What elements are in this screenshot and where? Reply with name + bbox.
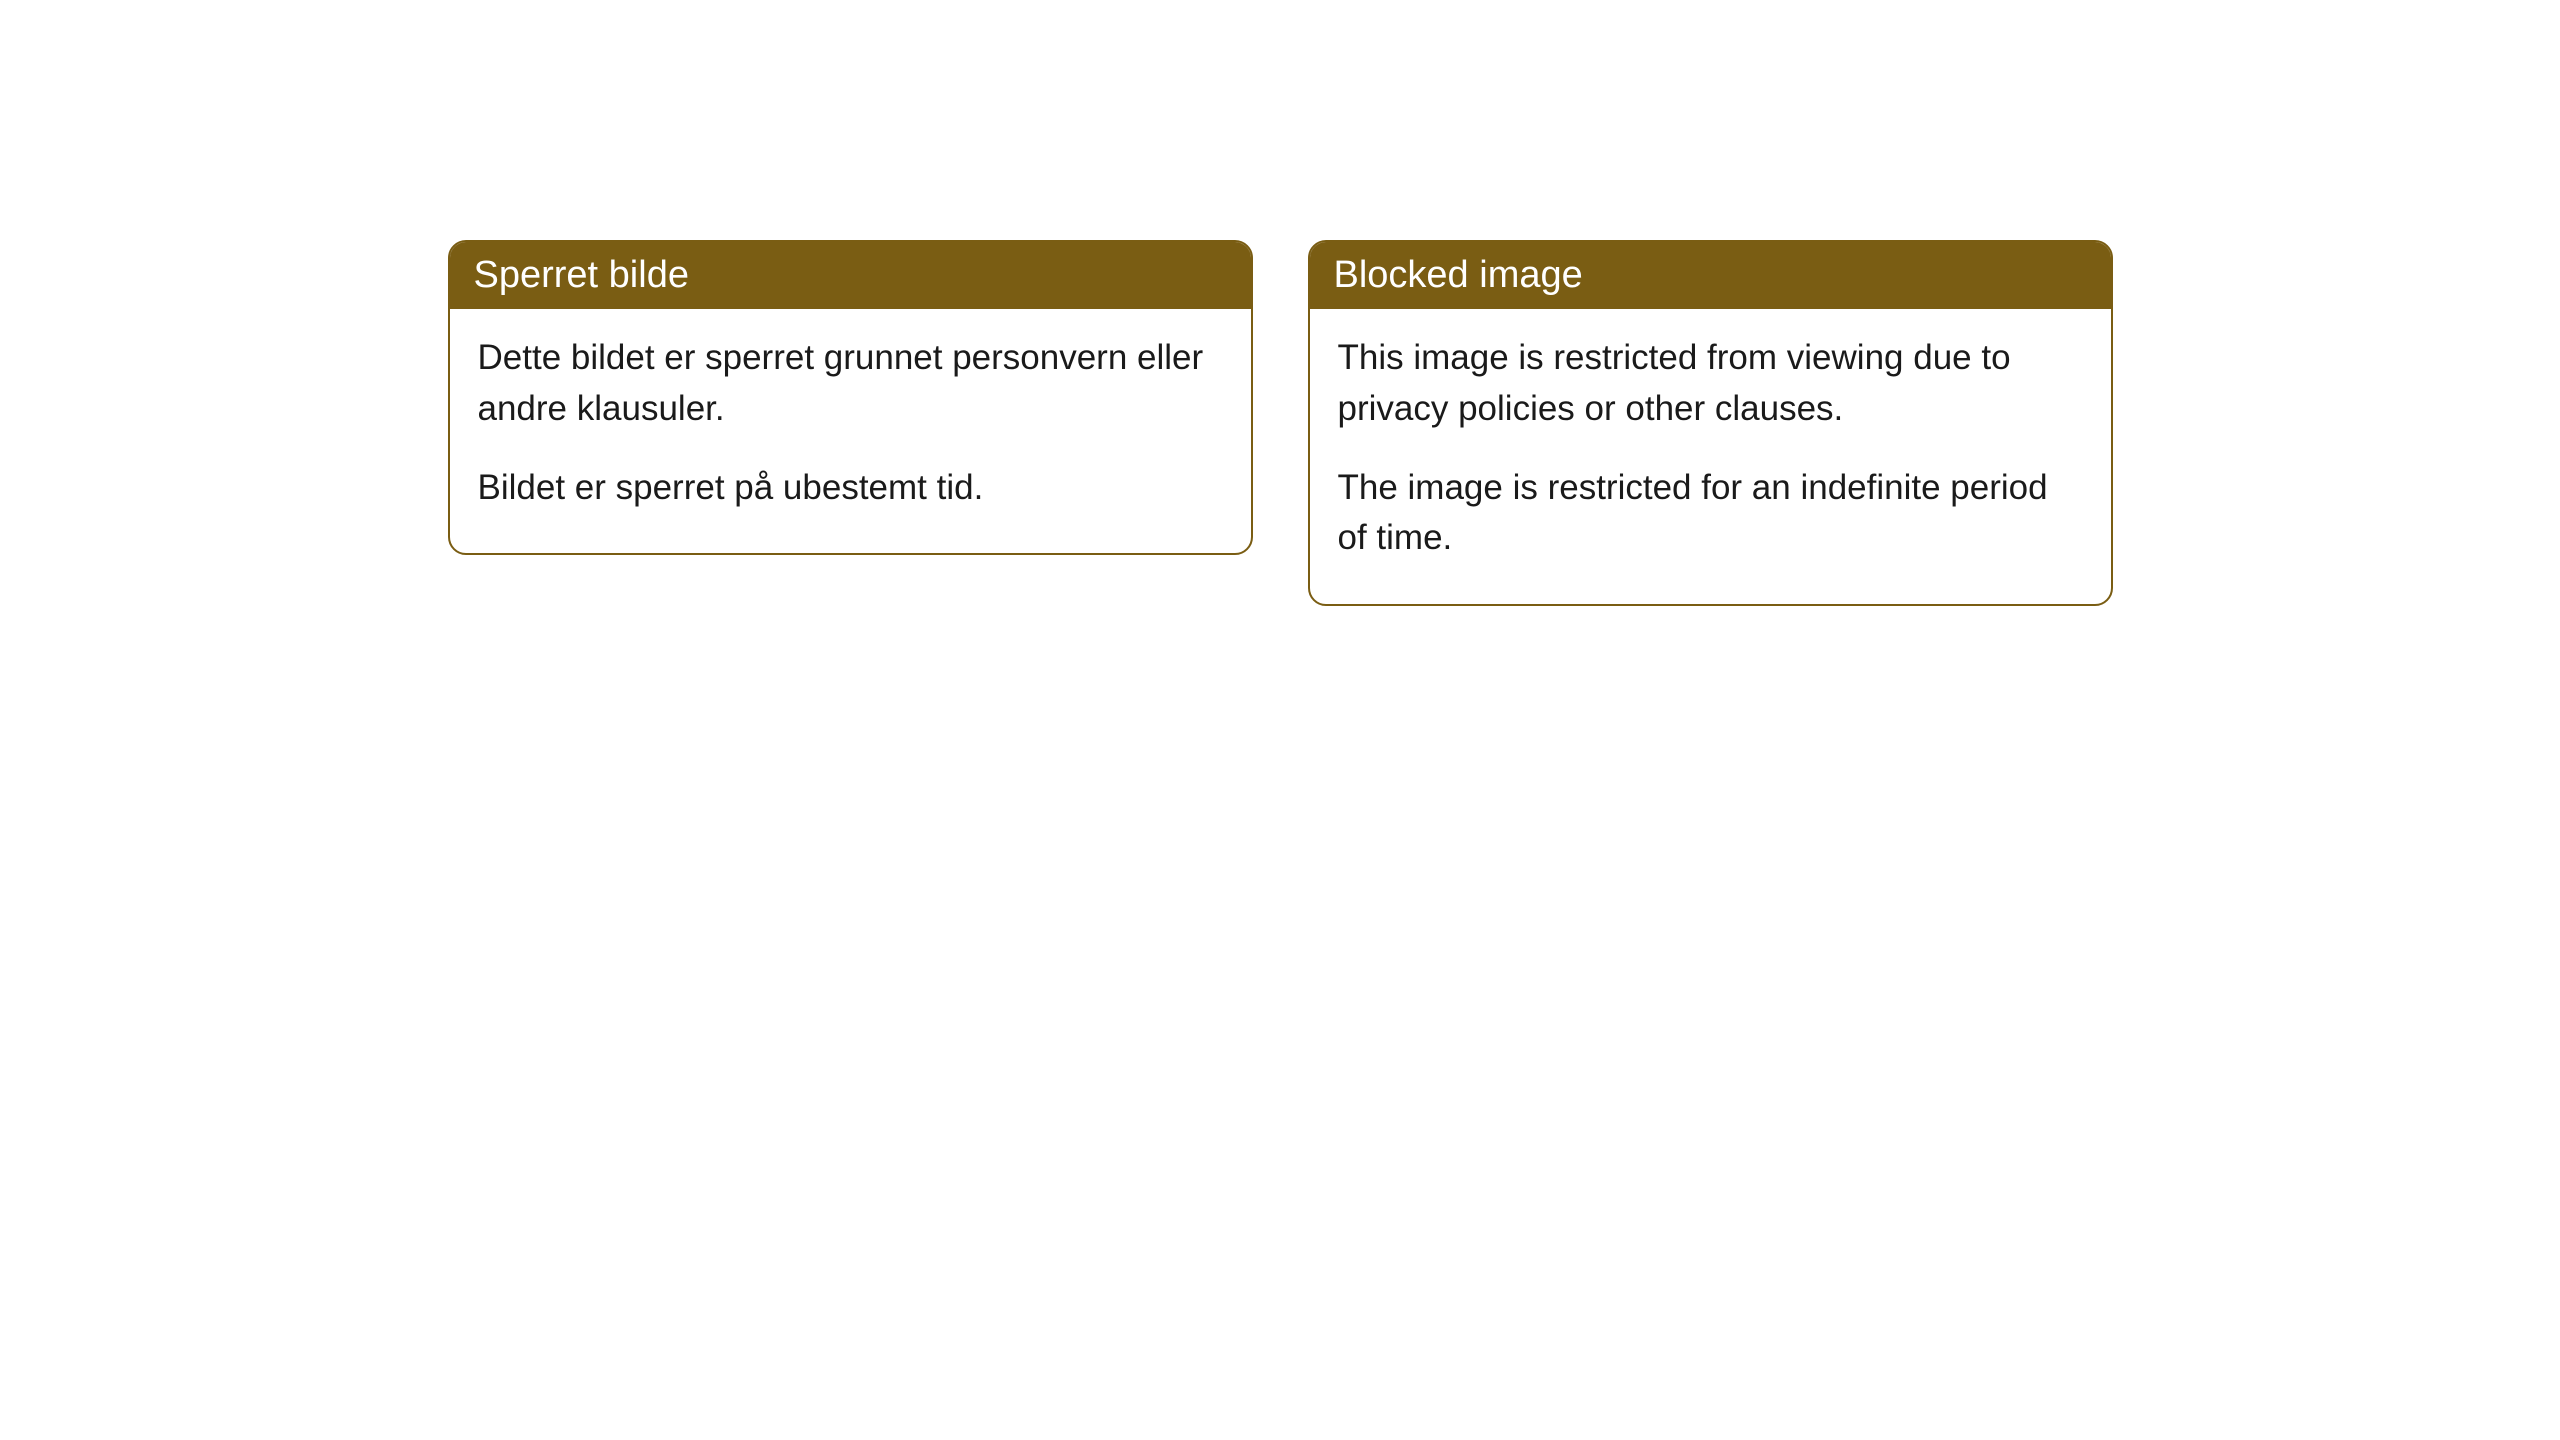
notice-card-english: Blocked image This image is restricted f…	[1308, 240, 2113, 606]
card-body-english: This image is restricted from viewing du…	[1310, 309, 2111, 604]
card-body-norwegian: Dette bildet er sperret grunnet personve…	[450, 309, 1251, 553]
card-paragraph: Dette bildet er sperret grunnet personve…	[478, 333, 1223, 435]
card-header-english: Blocked image	[1310, 242, 2111, 309]
notice-cards-container: Sperret bilde Dette bildet er sperret gr…	[448, 240, 2113, 1440]
card-header-norwegian: Sperret bilde	[450, 242, 1251, 309]
card-title: Sperret bilde	[474, 254, 689, 296]
notice-card-norwegian: Sperret bilde Dette bildet er sperret gr…	[448, 240, 1253, 555]
card-paragraph: Bildet er sperret på ubestemt tid.	[478, 463, 1223, 514]
card-paragraph: The image is restricted for an indefinit…	[1338, 463, 2083, 565]
card-paragraph: This image is restricted from viewing du…	[1338, 333, 2083, 435]
card-title: Blocked image	[1334, 254, 1583, 296]
